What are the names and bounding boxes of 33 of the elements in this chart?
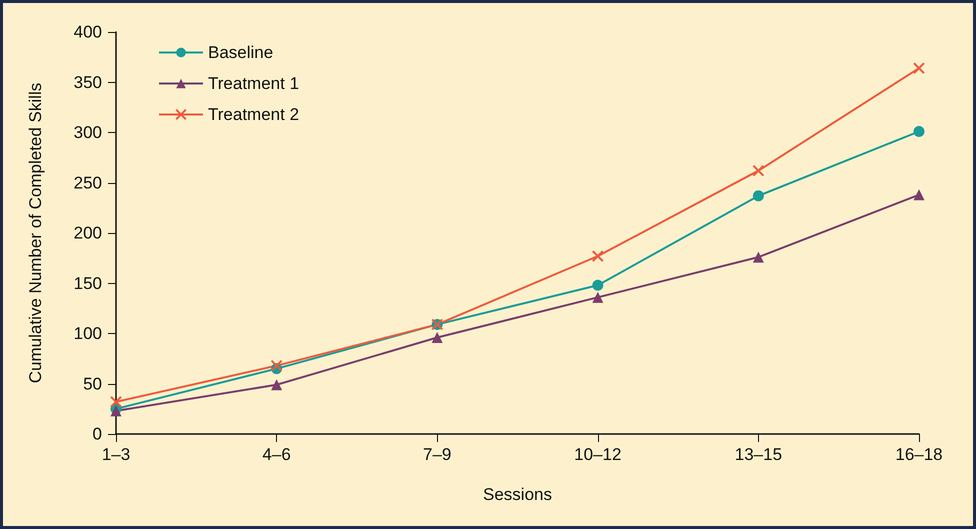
x-tick-label: 7–9 (423, 445, 452, 464)
legend-label: Baseline (208, 43, 274, 62)
point (914, 189, 924, 200)
point (110, 396, 122, 408)
legend-label: Treatment 1 (208, 74, 300, 93)
point (752, 252, 764, 263)
point (592, 250, 604, 262)
point (752, 164, 764, 177)
y-tick-label: 250 (74, 173, 102, 192)
x-tick-label: 4–6 (262, 445, 291, 464)
x-tick-label: 1–3 (102, 445, 130, 464)
point (913, 62, 925, 74)
y-tick-label: 0 (92, 424, 102, 444)
y-tick-label: 400 (74, 22, 102, 42)
point (432, 332, 443, 344)
point (914, 126, 924, 137)
x-tick-label: 16–18 (895, 445, 943, 464)
y-tick-label: 200 (74, 224, 102, 242)
x-tick-label: 10–12 (574, 445, 622, 464)
y-tick-label: 150 (74, 274, 102, 293)
point (592, 280, 604, 291)
y-axis-title: Cumulative Number of Completed Skills (26, 82, 45, 384)
legend-label: Treatment 2 (208, 105, 300, 124)
point (270, 360, 283, 372)
point (271, 379, 282, 390)
x-axis-title: Sessions (483, 485, 552, 504)
y-tick-label: 100 (74, 324, 102, 343)
y-tick-label: 300 (74, 123, 102, 142)
y-tick-label: 350 (74, 72, 102, 92)
point (592, 292, 604, 303)
point (752, 190, 764, 202)
x-tick-label: 13–15 (734, 445, 782, 464)
y-tick-label: 50 (83, 374, 102, 394)
